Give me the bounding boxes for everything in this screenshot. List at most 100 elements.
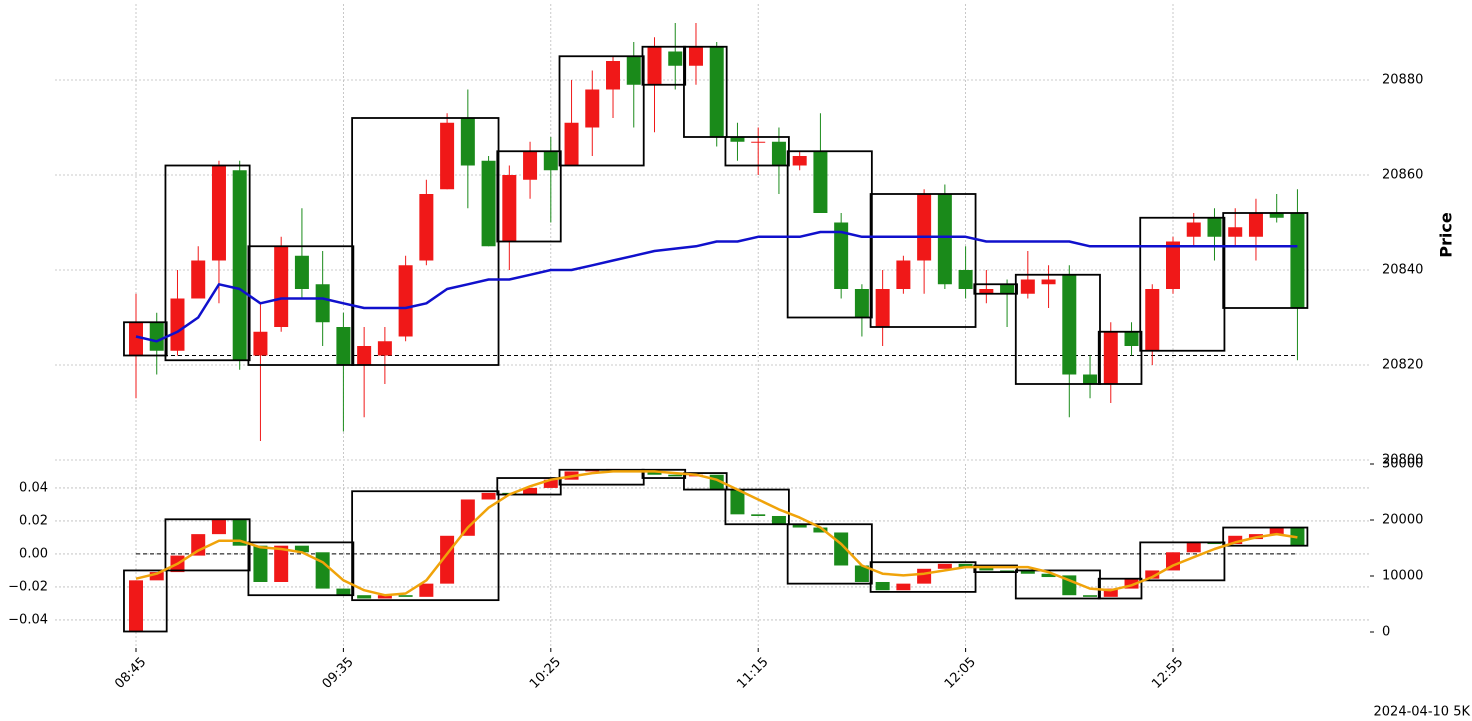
candle-body xyxy=(626,56,641,85)
candle-body xyxy=(502,175,517,242)
candle-body xyxy=(958,270,973,289)
bar-body xyxy=(294,545,309,553)
bar-body xyxy=(668,474,683,477)
bar-body xyxy=(771,515,786,525)
y2-tick-label: 0 xyxy=(1382,625,1390,640)
candle-body xyxy=(688,46,703,66)
x-tick-label: 12:55 xyxy=(1149,655,1186,692)
y-tick-label: 20800 xyxy=(1382,453,1423,468)
candle-body xyxy=(1062,274,1077,375)
candle-body xyxy=(170,298,185,351)
range-box xyxy=(786,523,873,585)
y-tick-label: 20860 xyxy=(1382,168,1423,183)
y2-tick-label: 30000 xyxy=(1382,457,1423,472)
candle-body xyxy=(896,260,911,289)
candle-body xyxy=(253,331,268,356)
bar-body xyxy=(398,595,413,597)
range-box xyxy=(123,321,168,357)
candle-body xyxy=(1207,217,1222,237)
bar-body xyxy=(813,527,828,533)
x-tick-label: 09:35 xyxy=(320,655,357,692)
bar-body xyxy=(854,565,869,582)
bar-body xyxy=(896,583,911,591)
bar-body xyxy=(523,487,538,495)
y-axis-label: Price xyxy=(1437,212,1456,258)
candle-body xyxy=(377,341,392,356)
candle-body xyxy=(1083,374,1098,384)
candle-body xyxy=(1248,213,1263,237)
bar-body xyxy=(1166,552,1180,571)
candle-body xyxy=(792,156,807,166)
candle-body xyxy=(1145,289,1160,351)
bar-body xyxy=(149,572,164,581)
x-tick-label: 08:45 xyxy=(112,655,149,692)
candle-body xyxy=(1020,279,1035,294)
candle-body xyxy=(585,89,600,128)
bar-body xyxy=(1186,542,1201,553)
range-box xyxy=(869,561,977,593)
y-tick-label: 20880 xyxy=(1382,73,1423,88)
y-tick-label: −0.04 xyxy=(8,612,48,627)
x-tick-label: 10:25 xyxy=(527,655,564,692)
candle-body xyxy=(937,194,952,285)
candle-body xyxy=(523,151,538,180)
range-box xyxy=(973,564,1018,573)
bar-body xyxy=(211,519,226,535)
candle-body xyxy=(294,255,309,289)
candle-body xyxy=(398,265,413,337)
candle-body xyxy=(1290,213,1305,308)
y-tick-label: 0.04 xyxy=(19,480,48,495)
candle-body xyxy=(875,289,890,327)
range-box xyxy=(724,488,790,526)
range-box xyxy=(683,472,728,491)
bar-body xyxy=(377,595,392,599)
range-box xyxy=(247,541,355,597)
bar-body xyxy=(336,588,351,596)
candle-body xyxy=(854,289,869,318)
bar-body xyxy=(543,479,558,488)
y-tick-label: −0.02 xyxy=(8,579,48,594)
candle-body xyxy=(1000,284,1015,294)
bar-body xyxy=(1145,570,1160,579)
bar-body xyxy=(917,568,932,584)
bar-body xyxy=(419,583,434,597)
bar-body xyxy=(357,595,372,599)
y-tick-label: 0.00 xyxy=(19,546,48,561)
x-tick-label: 12:05 xyxy=(942,655,979,692)
bar-body xyxy=(1083,595,1098,597)
line xyxy=(135,230,1298,343)
range-box xyxy=(1014,273,1101,385)
candle-body xyxy=(813,151,828,213)
range-box xyxy=(1139,541,1226,582)
bar-body xyxy=(274,545,289,582)
range-box xyxy=(641,45,687,86)
bar-body xyxy=(232,519,247,546)
candle-body xyxy=(1041,279,1056,285)
bar-body xyxy=(315,552,330,589)
candle-body xyxy=(543,151,558,171)
candle-body xyxy=(771,141,786,166)
bar-body xyxy=(460,499,475,536)
candle-body xyxy=(336,327,351,365)
candle-body xyxy=(668,51,683,66)
candle-body xyxy=(149,322,164,351)
candle-body xyxy=(1124,331,1139,346)
candle-body xyxy=(191,260,206,299)
candle-body xyxy=(751,141,766,143)
range-box xyxy=(1014,569,1101,600)
y2-tick-label: 20000 xyxy=(1382,513,1423,528)
bar-body xyxy=(1124,578,1139,589)
bar-body xyxy=(1020,570,1035,574)
candle-body xyxy=(211,165,226,261)
range-box xyxy=(973,283,1018,295)
range-box xyxy=(164,164,251,362)
candle-body xyxy=(1103,331,1118,384)
bar-body xyxy=(958,563,973,568)
candle-body xyxy=(129,322,143,356)
bar-body xyxy=(730,489,745,515)
bar-body xyxy=(129,580,143,632)
bar-body xyxy=(481,492,496,500)
y-tick-label: 20820 xyxy=(1382,358,1423,373)
bar-body xyxy=(253,545,268,582)
